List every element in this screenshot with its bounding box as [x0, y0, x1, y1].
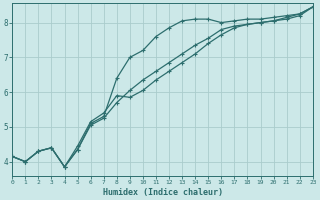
X-axis label: Humidex (Indice chaleur): Humidex (Indice chaleur) — [102, 188, 222, 197]
